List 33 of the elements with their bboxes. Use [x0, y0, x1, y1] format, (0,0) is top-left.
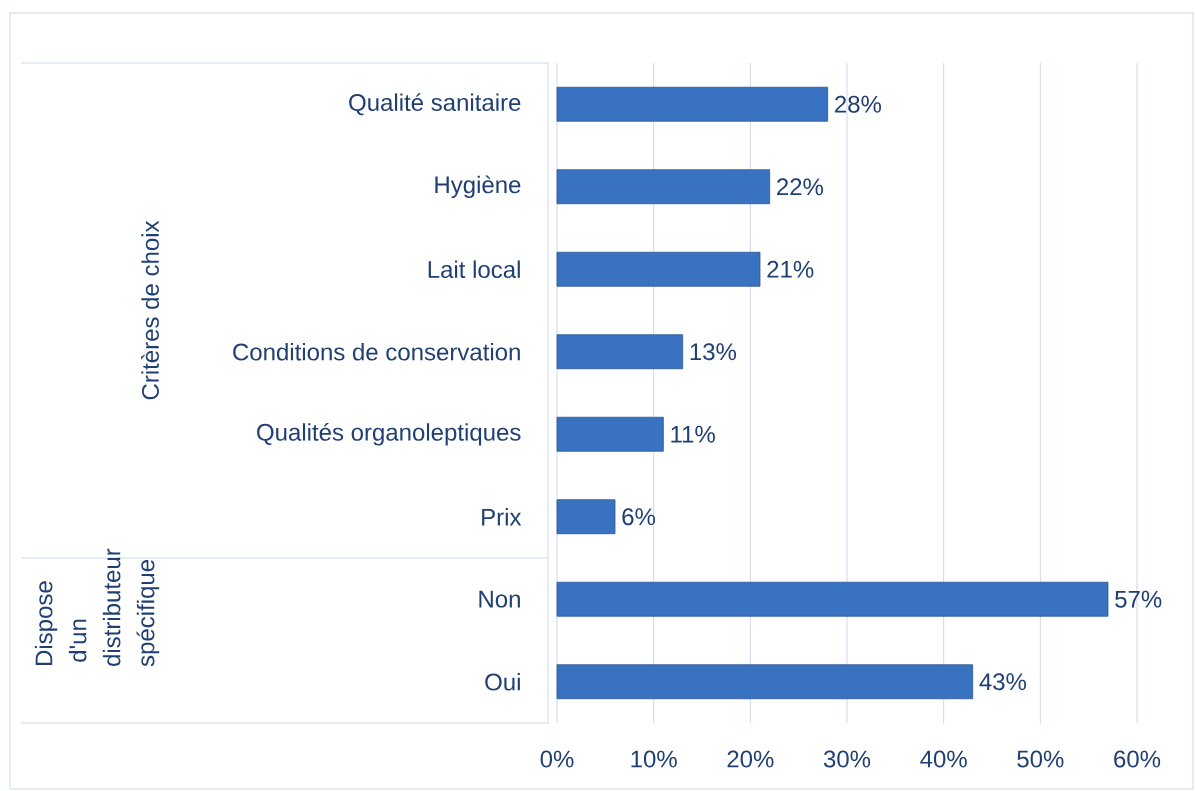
- x-tick-label: 10%: [631, 750, 677, 768]
- y-tick-label: Qualités organoleptiques: [257, 422, 521, 446]
- bar: [556, 581, 1109, 617]
- data-label: 13%: [690, 343, 737, 361]
- x-tick-label: 0%: [540, 750, 574, 768]
- bar: [556, 251, 761, 287]
- data-label: 6%: [622, 508, 656, 526]
- x-tick-label: 30%: [823, 750, 871, 768]
- bar: [556, 169, 771, 205]
- y-tick-label: Prix: [482, 508, 522, 526]
- bar: [556, 334, 684, 370]
- y-tick-label: Non: [479, 590, 520, 608]
- y-tick-label: Hygiène: [435, 175, 521, 199]
- x-tick-label: 20%: [727, 750, 774, 768]
- data-label: 22%: [777, 178, 824, 196]
- y-tick-label: Conditions de conservation: [233, 342, 520, 361]
- text: Dispose d'un distributeur spécifique: [34, 548, 160, 667]
- data-label: 11%: [671, 425, 715, 443]
- data-label: 57%: [1115, 590, 1162, 608]
- bar: [556, 416, 664, 452]
- x-tick-label: 50%: [1017, 750, 1064, 768]
- data-label: 28%: [835, 95, 882, 113]
- x-tick-label: 60%: [1114, 750, 1161, 768]
- bar: [556, 664, 974, 700]
- y-tick-label: Lait local: [428, 260, 520, 279]
- y-tick-label: Qualité sanitaire: [349, 93, 521, 116]
- data-label: 43%: [979, 673, 1027, 691]
- x-tick-label: 40%: [920, 750, 967, 768]
- y-tick-label: Oui: [485, 672, 520, 691]
- bar: [556, 86, 829, 122]
- text: Critères de choix: [141, 220, 159, 400]
- data-label: 21%: [767, 260, 814, 278]
- bar: [556, 499, 616, 535]
